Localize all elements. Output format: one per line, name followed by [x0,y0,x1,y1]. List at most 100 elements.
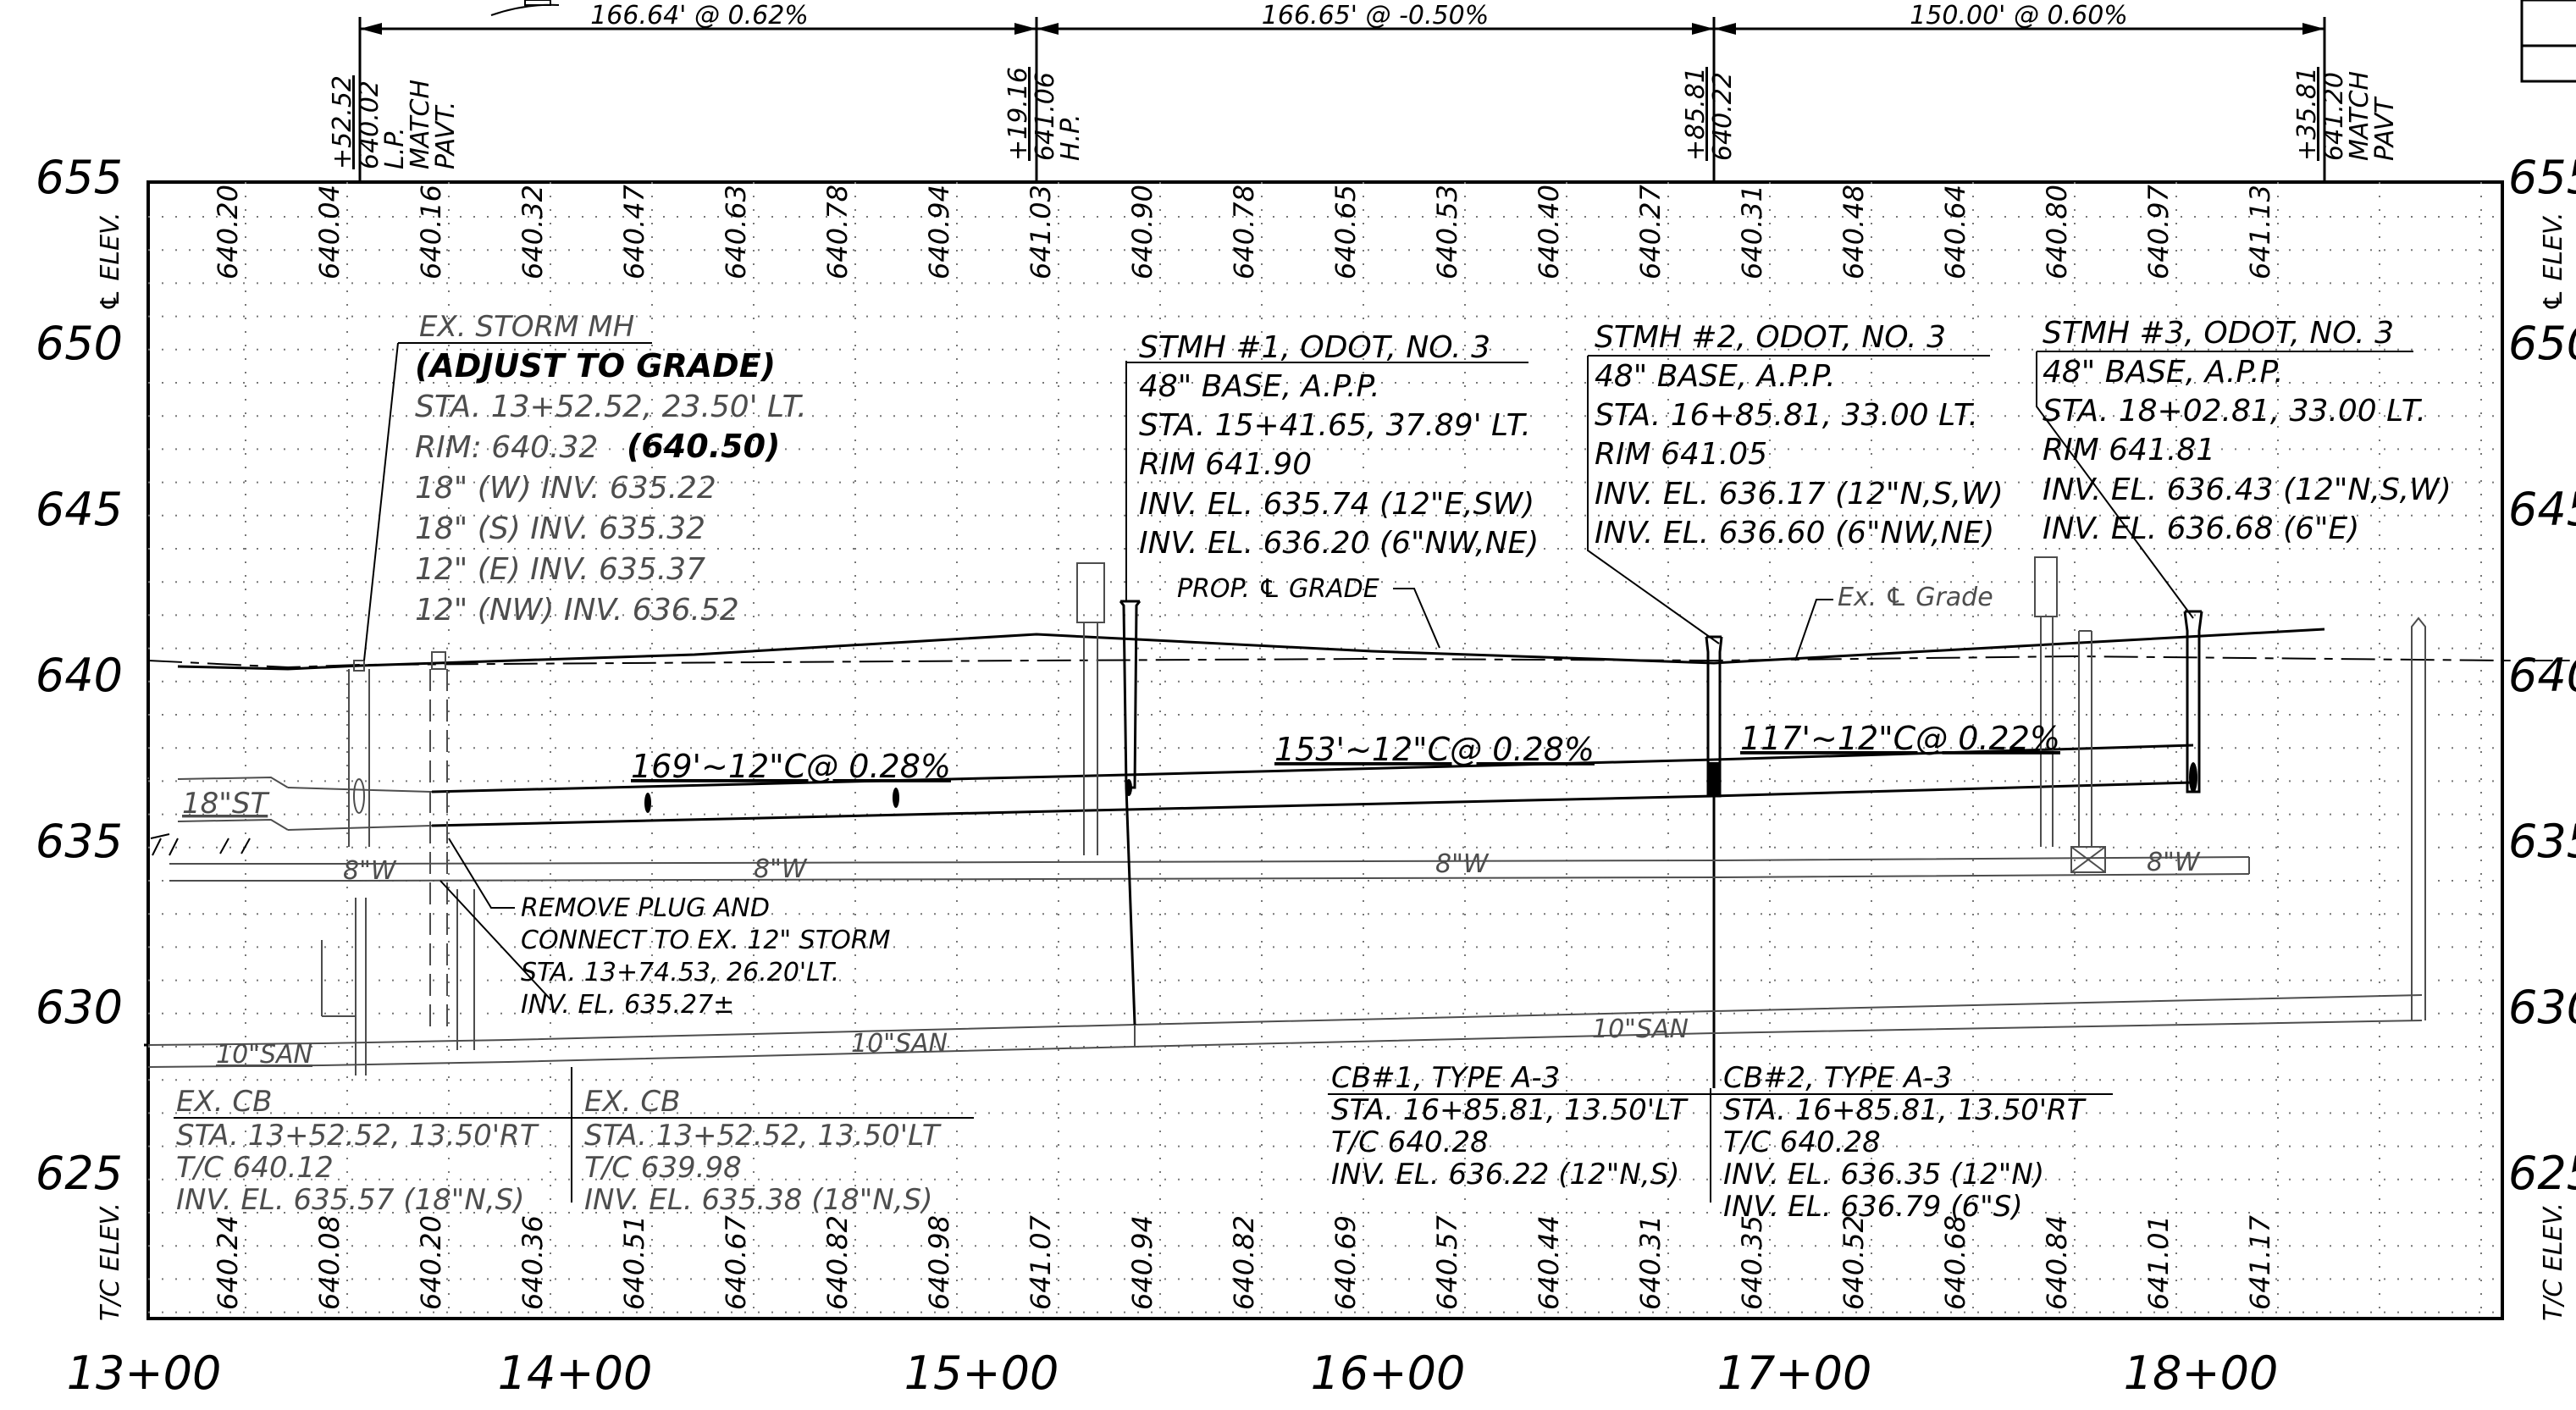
cb2-line: INV. EL. 636.35 (12"N) [1723,1158,2044,1192]
station-label: 17+00 [1717,1346,1872,1400]
stmh2-line: STA. 16+85.81, 33.00 LT. [1595,398,1978,433]
elevation-value: 640.84 [2041,1215,2073,1310]
profile-frame [146,180,2504,1320]
elevation-value: 641.01 [2142,1215,2175,1310]
stmh2-line: 48" BASE, A.P.P. [1595,359,1836,394]
elevation-value: 640.20 [415,1215,447,1310]
elevation-value: 640.69 [1329,1215,1362,1310]
elevation-tick-label: 625 [36,1147,123,1200]
elevation-value: 640.44 [1533,1215,1565,1310]
stmh3-invert [2189,762,2197,793]
pipe-label: 117'~12"C@ 0.22% [1740,720,2060,757]
elevation-value: 640.47 [618,184,650,279]
elevation-value: 640.52 [1838,1215,1870,1310]
stmh3-line: INV. EL. 636.43 (12"N,S,W) [2043,473,2452,507]
cb1-line: INV. EL. 636.22 (12"N,S) [1331,1158,1680,1192]
left-cut-pipes [150,833,251,856]
cb1-line: STA. 16+85.81, 13.50'LT [1331,1093,1689,1127]
ex-mh-new-rim: (640.50) [627,428,780,465]
marker-line: PAVT [2370,96,2400,161]
elevation-tick-label: 645 [36,483,123,536]
ex-mh-title: EX. STORM MH [419,310,634,344]
ex-mh-line: RIM: 640.32 [415,430,598,465]
stmh1-line: STMH #1, ODOT, NO. 3 [1139,330,1490,365]
right-axis-title-cl: ℄ ELEV. [2539,212,2568,312]
elevation-value: 640.57 [1431,1214,1463,1310]
remove-plug-line: REMOVE PLUG AND [521,893,770,923]
station-marker-hp: +19.16 641.06 H.P. [1003,67,1086,161]
existing-grade-line [147,655,2576,669]
elevation-value: 640.36 [517,1215,549,1310]
stmh3-line: STMH #3, ODOT, NO. 3 [2043,316,2394,351]
right-elevation-label: 635 [2508,815,2576,868]
elevation-tick-label: 635 [36,815,123,868]
stmh1-line: STA. 15+41.65, 37.89' LT. [1139,408,1531,443]
san-10-label: 10"SAN [851,1029,948,1059]
marker-line: H.P. [1056,113,1086,161]
ex-mh-line: STA. 13+52.52, 23.50' LT. [415,390,807,424]
stmh3-line: RIM 641.81 [2043,433,2215,467]
cb2-line: INV. EL. 636.79 (6"S) [1723,1190,2023,1224]
cleanouts [1076,556,2426,1020]
pipe-section-mark [893,788,899,808]
right-elevation-label: 650 [2508,317,2576,370]
grade-label: 166.65' @ -0.50% [1262,1,1489,30]
stmh2-line: STMH #2, ODOT, NO. 3 [1595,320,1946,355]
station-marker-stmh2: +85.81 640.22 [1681,67,1738,161]
ex-cb2-line: T/C 639.98 [584,1151,742,1185]
elevation-value: 641.13 [2244,185,2276,279]
grade-dimension-line [358,0,2326,182]
elevation-value: 640.63 [720,185,752,279]
storm-pipes [431,744,2194,1088]
remove-plug-line: INV. EL. 635.27± [521,990,734,1020]
right-elevation-label: 645 [2508,483,2576,536]
elevation-value: 640.04 [313,185,345,279]
manhole-stmh1 [1119,600,1142,1026]
cb2-line: STA. 16+85.81, 13.50'RT [1723,1093,2087,1127]
marker-line: +19.16 [1003,67,1033,161]
pipe-label: 169'~12"C@ 0.28% [631,748,951,785]
cb2-line: T/C 640.28 [1723,1125,1881,1159]
water-8-label: 8"W [754,854,808,884]
axis-title-cl-elev: ℄ ELEV. [96,212,125,312]
ex-mh-line: 12" (E) INV. 635.37 [415,552,705,587]
water-8-label: 8"W [2147,848,2201,877]
ex-grade-label: Ex. ℄ Grade [1838,583,1993,612]
ex-mh-adjust: (ADJUST TO GRADE) [415,347,776,384]
cb1-line: T/C 640.28 [1331,1125,1489,1159]
marker-line: PAVT. [431,102,461,169]
elevation-value: 640.08 [313,1215,345,1310]
ex-mh-line: 12" (NW) INV. 636.52 [415,593,739,628]
elevation-value: 640.16 [415,185,447,279]
elevation-value: 640.97 [2142,184,2175,279]
cb2-line: CB#2, TYPE A-3 [1723,1061,1952,1095]
stmh1-line: INV. EL. 636.20 (6"NW,NE) [1139,526,1539,561]
water-8-label: 8"W [1435,849,1490,879]
pipe-section-mark [644,793,651,813]
marker-line: +85.81 [1681,67,1711,161]
elevation-value: 640.98 [923,1215,955,1310]
station-label: 16+00 [1311,1346,1466,1400]
stmh1-invert [1125,779,1132,796]
elevation-value: 640.80 [2041,185,2073,279]
elevation-value: 640.20 [212,185,244,279]
ex-cb2-line: INV. EL. 635.38 (18"N,S) [584,1183,933,1217]
marker-line: 640.22 [1708,72,1738,161]
elevation-value: 640.31 [1736,185,1768,279]
remove-plug-line: CONNECT TO EX. 12" STORM [521,926,891,955]
marker-line: 641.06 [1031,72,1060,161]
elevation-value: 640.35 [1736,1215,1768,1310]
existing-storm-structure [147,651,475,1075]
ex-cb1-line: EX. CB [176,1085,272,1119]
storm-18-label: 18"ST [182,787,269,821]
callout-underlines [174,342,2413,1119]
right-elevation-label: 640 [2508,649,2576,702]
station-label: 13+00 [67,1346,222,1400]
marker-line: L.P. [380,127,410,169]
ex-cb1-line: INV. EL. 635.57 (18"N,S) [176,1183,525,1217]
pipe-label: 153'~12"C@ 0.28% [1274,731,1595,768]
elevation-value: 640.53 [1431,185,1463,279]
elevation-value: 641.07 [1025,1214,1057,1310]
